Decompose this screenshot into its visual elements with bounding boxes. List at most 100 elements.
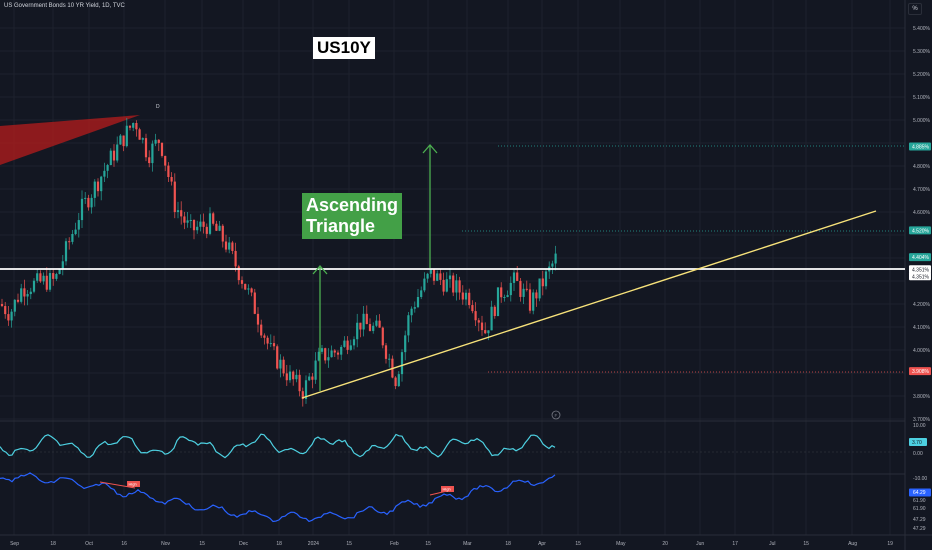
- candle: [212, 211, 215, 226]
- candle: [244, 283, 247, 291]
- price-badge: 4.404%: [909, 253, 931, 262]
- candle: [535, 289, 538, 307]
- svg-text:High: High: [129, 482, 137, 487]
- svg-text:4.404%: 4.404%: [912, 255, 930, 261]
- candle: [330, 345, 333, 358]
- candle: [445, 272, 448, 293]
- osc1-tick-label: 10.00: [913, 423, 926, 429]
- candle: [253, 288, 256, 315]
- pattern-label: Ascending Triangle: [302, 193, 403, 239]
- candle: [61, 255, 64, 276]
- osc1-tick-label: 0.00: [913, 451, 923, 457]
- candle: [349, 339, 352, 351]
- candle: [74, 222, 77, 236]
- time-tick-label: Sep: [10, 541, 19, 547]
- candle: [13, 299, 16, 317]
- svg-text:F: F: [555, 413, 558, 418]
- candle: [420, 286, 423, 300]
- candle: [64, 238, 68, 266]
- candle: [333, 349, 336, 358]
- candle: [228, 236, 231, 254]
- candle: [304, 375, 308, 404]
- candle: [132, 122, 135, 132]
- candle: [231, 240, 234, 255]
- candle: [144, 133, 148, 162]
- osc2-tick-label: -10.00: [913, 476, 927, 482]
- candle: [375, 315, 378, 328]
- time-tick-label: Apr: [538, 541, 546, 547]
- candle: [48, 268, 52, 292]
- time-tick-label: 15: [575, 541, 581, 547]
- level-lines: [0, 145, 905, 399]
- price-tick-label: 3.800%: [913, 394, 931, 400]
- candle: [116, 136, 119, 163]
- candle: [416, 289, 420, 309]
- candle: [378, 314, 381, 328]
- high-tag: High: [127, 481, 140, 487]
- candle: [128, 125, 132, 131]
- candle: [279, 354, 282, 378]
- candle: [45, 267, 48, 292]
- candle: [365, 305, 368, 325]
- candle: [308, 373, 311, 382]
- candle: [346, 336, 349, 355]
- candle: [42, 272, 45, 285]
- time-axis[interactable]: Sep 18 Oct 16 Nov 15 Dec 18 2024 15 Feb 15 Mar 18 Apr 1…: [10, 541, 893, 547]
- candle: [199, 214, 202, 232]
- svg-text:64.29: 64.29: [913, 490, 926, 496]
- height-arrow-right: [422, 144, 438, 268]
- svg-text:47.29: 47.29: [913, 526, 926, 532]
- candle: [20, 283, 23, 304]
- candle: [148, 150, 151, 168]
- price-tick-label: 4.800%: [913, 164, 931, 170]
- svg-text:High: High: [443, 487, 451, 492]
- candle: [359, 322, 362, 338]
- price-tick-label: 5.000%: [913, 118, 931, 124]
- candle: [532, 289, 535, 315]
- candle: [343, 336, 346, 348]
- candle: [173, 173, 176, 219]
- candle: [362, 306, 365, 337]
- time-tick-label: 15: [425, 541, 431, 547]
- time-tick-label: 17: [732, 541, 738, 547]
- candle: [436, 270, 439, 282]
- oscillator-pane-2: High High: [0, 472, 556, 523]
- svg-text:61.90: 61.90: [913, 506, 926, 512]
- marker-d: D: [156, 104, 160, 110]
- candle: [183, 211, 186, 230]
- price-badge: 4.520%: [909, 226, 931, 235]
- candle: [506, 290, 509, 298]
- candle: [474, 302, 477, 326]
- candle: [23, 279, 26, 306]
- candle: [413, 301, 416, 313]
- time-tick-label: 20: [662, 541, 668, 547]
- candle: [292, 370, 295, 386]
- candle: [404, 330, 407, 361]
- candle: [487, 330, 490, 341]
- percent-scale-button[interactable]: %: [908, 3, 922, 15]
- candle: [26, 289, 29, 306]
- candle: [381, 326, 384, 349]
- price-tick-label: 4.700%: [913, 187, 931, 193]
- candle: [372, 322, 375, 334]
- candle: [32, 278, 36, 294]
- candle: [458, 276, 461, 300]
- candle: [522, 283, 525, 305]
- candle: [551, 260, 554, 275]
- candle: [407, 311, 410, 343]
- price-badge: 3.908%: [909, 367, 931, 376]
- svg-text:3.908%: 3.908%: [912, 369, 930, 375]
- price-tick-label: 3.700%: [913, 417, 931, 423]
- candle: [426, 272, 429, 283]
- candle: [7, 305, 10, 326]
- candle: [160, 142, 164, 158]
- svg-text:4.351%: 4.351%: [912, 274, 930, 280]
- price-axis[interactable]: 5.400% 5.300% 5.200% 5.100% 5.000% 4.800% 4.70…: [909, 26, 931, 423]
- price-tick-label: 4.100%: [913, 325, 931, 331]
- candle: [55, 272, 58, 281]
- candle: [471, 300, 474, 314]
- event-f-icon[interactable]: F: [551, 410, 561, 420]
- time-tick-label: Oct: [85, 541, 93, 547]
